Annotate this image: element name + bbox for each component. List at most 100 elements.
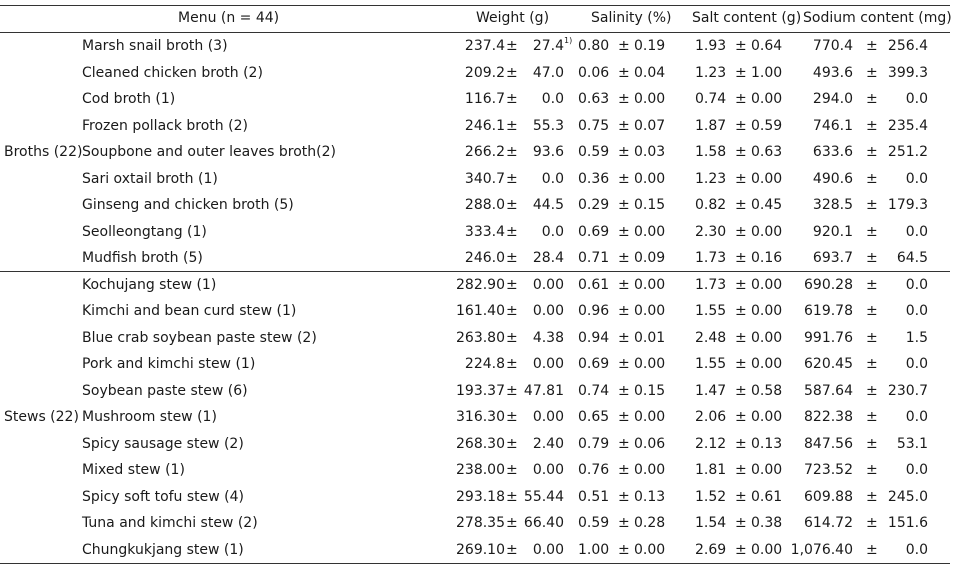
salinity-pm: ± xyxy=(618,64,630,81)
sodium-sd: 0.0 xyxy=(905,91,928,107)
weight-pm: ± xyxy=(506,488,518,505)
sodium-sd: 230.7 xyxy=(887,382,928,399)
sodium-mean: 619.78 xyxy=(804,303,853,319)
weight-mean: 193.37 xyxy=(456,382,505,399)
salt-pm: ± xyxy=(735,250,747,266)
salt-pm: ± xyxy=(735,223,747,240)
salinity-pm: ± xyxy=(618,144,630,160)
salinity-mean: 0.76 xyxy=(578,462,610,478)
salinity-mean: 0.59 xyxy=(578,515,610,531)
salinity-mean: 0.63 xyxy=(578,91,610,107)
salt-mean: 0.74 xyxy=(695,91,727,107)
weight-sd: 2.40 xyxy=(532,435,564,452)
salt-mean: 0.82 xyxy=(695,197,727,213)
sodium-pm: ± xyxy=(866,91,878,107)
sodium-sd: 0.0 xyxy=(905,223,928,240)
salinity-sd: 0.00 xyxy=(634,91,666,107)
salt-pm: ± xyxy=(735,197,747,213)
salt-pm: ± xyxy=(735,409,747,425)
salinity-sd: 0.00 xyxy=(634,462,666,478)
sodium-pm: ± xyxy=(866,117,878,134)
salt-pm: ± xyxy=(735,382,747,399)
menu-cell: Soybean paste stew (6) xyxy=(82,382,248,399)
header-weight: Weight (g) xyxy=(476,10,550,26)
sodium-sd: 179.3 xyxy=(887,197,928,213)
footnote-marker: 1) xyxy=(564,36,573,45)
salt-mean: 1.55 xyxy=(695,356,727,372)
salt-mean: 2.30 xyxy=(695,223,727,240)
table-row: Cleaned chicken broth (2) 209.2 ±47.0 0.06 ±… xyxy=(0,60,955,86)
sodium-pm: ± xyxy=(866,409,878,425)
salinity-pm: ± xyxy=(618,382,630,399)
salt-mean: 1.23 xyxy=(695,170,727,187)
sodium-sd: 0.0 xyxy=(905,303,928,319)
salt-sd: 0.61 xyxy=(751,488,783,505)
menu-cell: Seolleongtang (1) xyxy=(82,223,207,240)
salt-sd: 0.64 xyxy=(751,38,783,54)
weight-mean: 237.4 xyxy=(464,38,505,54)
table-row: Chungkukjang stew (1) 269.10 ±0.00 1.00 ±0.0… xyxy=(0,537,955,563)
weight-sd: 0.0 xyxy=(541,170,564,187)
sodium-mean: 328.5 xyxy=(812,197,853,213)
menu-cell: Mudfish broth (5) xyxy=(82,250,203,266)
salinity-sd: 0.00 xyxy=(634,541,666,558)
table-row: Tuna and kimchi stew (2) 278.35 ±66.40 0.59… xyxy=(0,510,955,536)
weight-pm: ± xyxy=(506,303,518,319)
weight-sd: 55.3 xyxy=(532,117,564,134)
weight-mean: 340.7 xyxy=(464,170,505,187)
salinity-pm: ± xyxy=(618,303,630,319)
bottom-rule xyxy=(0,563,950,564)
sodium-pm: ± xyxy=(866,488,878,505)
weight-mean: 238.00 xyxy=(456,462,505,478)
sodium-pm: ± xyxy=(866,38,878,54)
salinity-sd: 0.07 xyxy=(634,117,666,134)
salt-sd: 0.00 xyxy=(751,276,783,293)
table-row: Spicy soft tofu stew (4) 293.18 ±55.44 0.51… xyxy=(0,484,955,510)
salt-sd: 0.38 xyxy=(751,515,783,531)
weight-sd: 0.0 xyxy=(541,223,564,240)
table-row: Seolleongtang (1) 333.4 ±0.0 0.69 ±0.00 2.30 ±… xyxy=(0,219,955,245)
salinity-sd: 0.00 xyxy=(634,356,666,372)
salt-sd: 0.00 xyxy=(751,303,783,319)
salinity-sd: 0.00 xyxy=(634,276,666,293)
weight-pm: ± xyxy=(506,382,518,399)
weight-mean: 293.18 xyxy=(456,488,505,505)
weight-mean: 269.10 xyxy=(456,541,505,558)
salinity-sd: 0.04 xyxy=(634,64,666,81)
salinity-pm: ± xyxy=(618,170,630,187)
salt-pm: ± xyxy=(735,170,747,187)
salinity-pm: ± xyxy=(618,250,630,266)
salinity-pm: ± xyxy=(618,38,630,54)
salinity-mean: 0.96 xyxy=(578,303,610,319)
weight-sd: 4.38 xyxy=(532,329,564,346)
weight-mean: 316.30 xyxy=(456,409,505,425)
salt-sd: 0.45 xyxy=(751,197,783,213)
weight-sd: 0.00 xyxy=(532,462,564,478)
sodium-sd: 251.2 xyxy=(887,144,928,160)
weight-pm: ± xyxy=(506,409,518,425)
salinity-sd: 0.00 xyxy=(634,170,666,187)
sodium-mean: 920.1 xyxy=(812,223,853,240)
salt-mean: 1.52 xyxy=(695,488,727,505)
weight-mean: 116.7 xyxy=(464,91,505,107)
sodium-pm: ± xyxy=(866,197,878,213)
salt-mean: 1.55 xyxy=(695,303,727,319)
sodium-pm: ± xyxy=(866,303,878,319)
salinity-pm: ± xyxy=(618,197,630,213)
sodium-sd: 256.4 xyxy=(887,38,928,54)
salinity-sd: 0.13 xyxy=(634,488,666,505)
weight-pm: ± xyxy=(506,515,518,531)
sodium-sd: 64.5 xyxy=(896,250,928,266)
weight-sd: 0.00 xyxy=(532,541,564,558)
salinity-pm: ± xyxy=(618,435,630,452)
weight-sd: 0.00 xyxy=(532,356,564,372)
salt-pm: ± xyxy=(735,117,747,134)
sodium-mean: 693.7 xyxy=(812,250,853,266)
menu-cell: Soupbone and outer leaves broth(2) xyxy=(82,144,336,160)
table-row: Kimchi and bean curd stew (1) 161.40 ±0.00… xyxy=(0,298,955,324)
sodium-mean: 587.64 xyxy=(804,382,853,399)
weight-mean: 263.80 xyxy=(456,329,505,346)
salinity-mean: 0.74 xyxy=(578,382,610,399)
salinity-sd: 0.15 xyxy=(634,197,666,213)
